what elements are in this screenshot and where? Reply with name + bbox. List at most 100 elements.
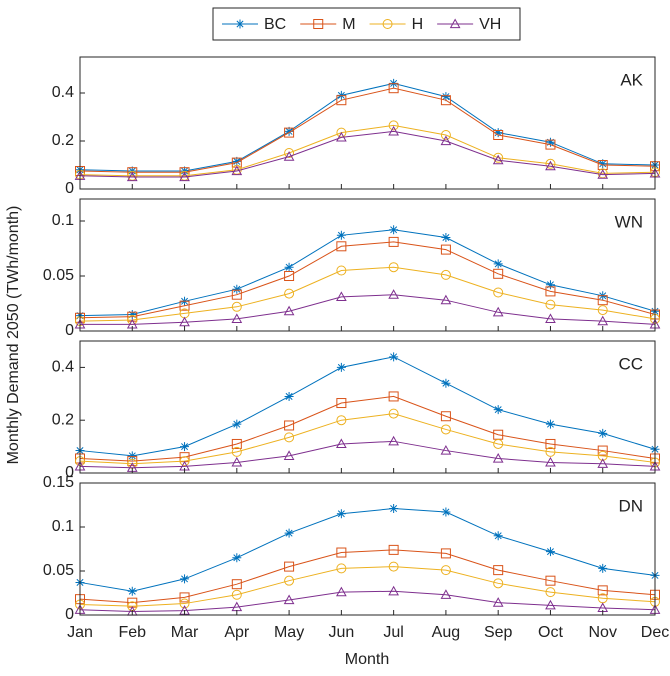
marker	[545, 446, 556, 457]
marker	[231, 289, 242, 300]
marker	[440, 95, 451, 106]
marker	[388, 435, 399, 446]
marker	[598, 159, 608, 169]
marker	[545, 286, 556, 297]
marker	[597, 295, 608, 306]
axes-frame	[79, 198, 656, 332]
y-tick-label: 0	[65, 606, 74, 623]
x-tick-label: Nov	[589, 624, 617, 641]
marker	[336, 415, 347, 426]
marker	[545, 137, 555, 147]
y-tick-label: 0.05	[43, 267, 74, 284]
marker	[284, 126, 294, 136]
marker	[336, 586, 347, 597]
marker	[389, 504, 399, 514]
marker	[231, 589, 242, 600]
marker	[336, 241, 347, 252]
x-axis-label: Month	[345, 651, 389, 668]
marker	[440, 565, 451, 576]
marker	[493, 128, 503, 138]
marker	[231, 438, 242, 449]
y-tick-label: 0	[65, 180, 74, 197]
marker	[336, 362, 346, 372]
marker	[179, 300, 190, 311]
marker	[231, 446, 242, 457]
marker	[441, 92, 451, 102]
x-tick-label: Dec	[641, 624, 669, 641]
marker	[284, 575, 295, 586]
marker	[545, 575, 556, 586]
marker	[597, 445, 608, 456]
marker	[492, 597, 504, 607]
marker	[284, 271, 295, 281]
series-line	[79, 549, 656, 604]
marker	[545, 160, 556, 171]
y-tick-label: 0.05	[43, 562, 74, 579]
marker	[336, 265, 347, 276]
marker	[493, 130, 504, 140]
marker	[284, 127, 295, 138]
x-tick-label: Apr	[224, 624, 250, 641]
series-line	[79, 124, 656, 177]
marker	[126, 171, 138, 182]
panel-label: DN	[618, 496, 643, 515]
marker	[388, 544, 399, 555]
marker	[493, 268, 504, 279]
y-axis-label: Monthly Demand 2050 (TWh/month)	[5, 206, 22, 465]
series-line	[79, 566, 656, 607]
marker	[284, 561, 295, 572]
x-tick-label: Feb	[118, 624, 146, 641]
marker	[441, 378, 451, 388]
x-tick-label: May	[274, 624, 304, 641]
marker	[336, 509, 346, 519]
marker	[283, 305, 295, 316]
marker	[545, 419, 555, 429]
marker	[336, 131, 347, 142]
legend-label: BC	[264, 16, 286, 33]
marker	[231, 301, 242, 312]
marker	[545, 599, 556, 610]
axes-frame	[79, 340, 656, 474]
x-tick-label: Mar	[171, 624, 199, 641]
marker	[283, 450, 295, 460]
series-line	[79, 440, 656, 469]
marker	[598, 428, 608, 438]
marker	[284, 420, 295, 431]
marker	[231, 579, 242, 590]
marker	[336, 563, 347, 574]
panel-label: WN	[615, 212, 643, 231]
marker	[180, 574, 190, 584]
marker	[336, 291, 347, 301]
marker	[336, 398, 347, 409]
marker	[493, 259, 503, 269]
marker	[388, 585, 399, 596]
marker	[388, 262, 399, 273]
series-line	[79, 229, 656, 317]
marker	[597, 585, 608, 596]
marker	[493, 531, 503, 541]
y-tick-label: 0.4	[52, 84, 74, 101]
marker	[440, 130, 451, 140]
marker	[284, 432, 295, 443]
x-tick-label: Jul	[383, 624, 403, 641]
marker	[388, 289, 399, 299]
marker	[441, 507, 451, 517]
legend-label: H	[412, 16, 424, 33]
marker	[493, 152, 504, 163]
marker	[232, 419, 242, 429]
legend-label: M	[342, 16, 355, 33]
marker	[440, 424, 451, 435]
marker	[336, 230, 346, 240]
marker	[283, 151, 295, 161]
marker	[449, 18, 461, 29]
marker	[127, 451, 137, 461]
marker	[388, 561, 399, 572]
marker	[440, 411, 451, 422]
marker	[127, 456, 138, 467]
marker	[232, 553, 242, 563]
marker	[231, 165, 243, 176]
marker	[382, 19, 393, 29]
marker	[440, 269, 451, 280]
marker	[493, 405, 503, 415]
